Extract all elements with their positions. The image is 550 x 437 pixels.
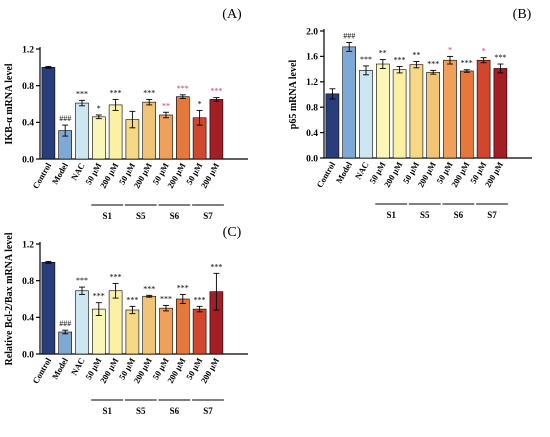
- bar: [443, 59, 457, 159]
- significance-label: ***: [461, 59, 473, 68]
- bar: [426, 71, 441, 159]
- group-label: S7: [487, 210, 497, 220]
- significance-label: ***: [126, 295, 138, 304]
- y-tick-label: 0.8: [22, 277, 34, 287]
- group-label: S6: [454, 210, 464, 220]
- bar: [375, 63, 390, 159]
- panel-c-bcl2-bax: (C) Relative Bcl-2/Bax mRNA level 0.0 0.4 0.…: [4, 225, 248, 416]
- significance-label: ###: [343, 31, 355, 40]
- group-label: S1: [386, 210, 396, 220]
- group-label: S1: [102, 211, 112, 221]
- bar: [142, 295, 156, 355]
- y-tick-label: 0.4: [22, 314, 34, 324]
- significance-label: ###: [59, 319, 71, 328]
- significance-label: ***: [143, 284, 155, 293]
- category-label: Model: [334, 159, 355, 185]
- significance-label: ***: [76, 89, 88, 98]
- significance-label: ***: [210, 262, 222, 271]
- significance-label: ***: [110, 272, 122, 281]
- y-tick-label: 1.6: [306, 53, 318, 63]
- bar: [192, 308, 207, 355]
- panel-label: (B): [513, 7, 532, 22]
- bar: [325, 93, 340, 159]
- significance-label: *: [448, 45, 452, 54]
- y-tick-label: 1.2: [22, 240, 34, 250]
- bar: [75, 102, 89, 160]
- significance-label: ***: [76, 276, 88, 285]
- significance-label: ***: [93, 292, 105, 301]
- y-tick-label: 0.4: [306, 129, 318, 139]
- bar: [108, 290, 123, 355]
- bar: [108, 104, 123, 160]
- category-label: Model: [50, 160, 71, 186]
- bar: [92, 116, 106, 160]
- significance-label: ***: [177, 283, 189, 292]
- significance-label: ***: [177, 84, 189, 93]
- group-label: S7: [203, 211, 213, 221]
- y-tick-label: 0.8: [22, 82, 34, 92]
- bar: [159, 307, 173, 355]
- significance-label: **: [412, 50, 420, 59]
- y-tick-label: 0.0: [22, 350, 34, 360]
- group-label: S1: [102, 406, 112, 416]
- group-label: S5: [136, 211, 146, 221]
- bar: [176, 96, 190, 160]
- panel-a-ikb-alpha: (A)IKB-α mRNA level0.00.40.81.2Control##…: [4, 7, 248, 221]
- group-label: S6: [170, 211, 180, 221]
- y-tick-label: 0.4: [22, 119, 34, 129]
- significance-label: *: [97, 104, 101, 113]
- group-label: S5: [420, 210, 430, 220]
- bar: [41, 67, 56, 160]
- significance-label: **: [379, 49, 387, 58]
- y-axis-title: IKB-α mRNA level: [4, 63, 15, 144]
- bar: [209, 99, 224, 160]
- panel-b-p65: (B)p65 mRNA level0.00.40.81.21.62.0Contr…: [288, 7, 532, 220]
- y-tick-label: 2.0: [306, 27, 318, 37]
- y-tick-label: 0.0: [22, 155, 34, 165]
- bar: [459, 70, 474, 159]
- significance-label: ***: [194, 295, 206, 304]
- significance-label: ***: [394, 56, 406, 65]
- bar: [75, 290, 89, 355]
- bar: [476, 59, 491, 159]
- significance-label: ***: [210, 87, 222, 96]
- significance-label: ***: [427, 59, 439, 68]
- category-label: Model: [50, 355, 71, 381]
- significance-label: ***: [110, 88, 122, 97]
- bar: [159, 114, 173, 160]
- bar: [142, 101, 156, 160]
- y-axis-title: p65 mRNA level: [288, 60, 299, 130]
- bar: [342, 46, 357, 159]
- group-label: S5: [136, 406, 146, 416]
- panel-label: (A): [222, 7, 242, 22]
- significance-label: ***: [494, 53, 506, 62]
- y-tick-label: 1.2: [306, 78, 318, 88]
- significance-label: **: [162, 101, 170, 110]
- significance-label: ***: [160, 294, 172, 303]
- y-axis-title: Relative Bcl-2/Bax mRNA level: [4, 232, 15, 365]
- bar: [409, 64, 424, 159]
- group-label: S6: [170, 406, 180, 416]
- y-tick-label: 0.0: [306, 154, 318, 164]
- significance-label: *: [482, 47, 486, 56]
- significance-label: *: [198, 99, 202, 108]
- bar: [41, 262, 56, 355]
- bar: [125, 309, 140, 355]
- y-tick-label: 0.8: [306, 104, 318, 114]
- bar: [359, 70, 373, 159]
- significance-label: ###: [59, 114, 71, 123]
- bar: [392, 69, 407, 159]
- bar: [493, 68, 508, 159]
- bar: [176, 298, 190, 355]
- bar: [58, 331, 73, 355]
- y-tick-label: 1.2: [22, 45, 34, 55]
- panel-label: (C): [223, 225, 242, 240]
- significance-label: ***: [360, 55, 372, 64]
- group-label: S7: [203, 406, 213, 416]
- significance-label: ***: [143, 88, 155, 97]
